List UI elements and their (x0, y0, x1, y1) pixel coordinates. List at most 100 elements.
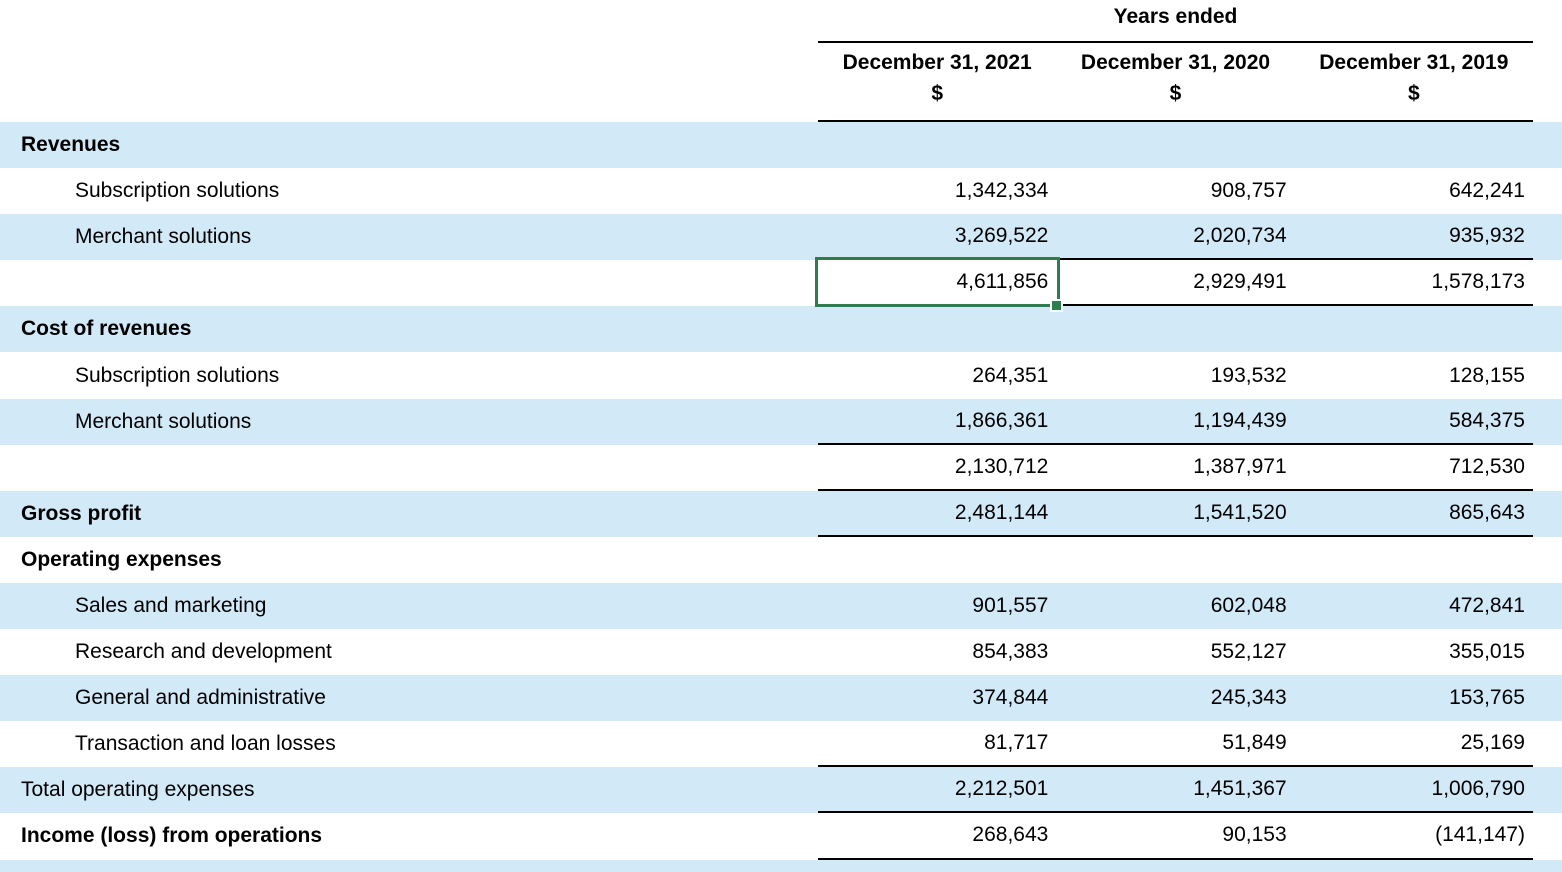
column-header: December 31, 2019 $ (1295, 43, 1533, 120)
value-cell[interactable]: 25,169 (1460, 731, 1525, 755)
column-header: December 31, 2020 $ (1056, 43, 1294, 120)
value-cell[interactable]: 935,932 (1449, 224, 1525, 248)
value-cell[interactable]: (141,147) (1435, 823, 1525, 847)
row-label: Subscription solutions (75, 179, 280, 203)
row-label: Transaction and loan losses (75, 732, 336, 756)
row-label: General and administrative (75, 686, 326, 710)
table-row: 4,611,856 2,929,491 1,578,173 (0, 260, 1562, 307)
value-cell[interactable]: 1,451,367 (1193, 777, 1287, 801)
value-cell[interactable]: 642,241 (1449, 179, 1525, 203)
column-date-label: December 31, 2020 (1080, 51, 1271, 74)
column-date-label: December 31, 2021 (842, 51, 1032, 74)
value-cell[interactable]: 355,015 (1449, 640, 1525, 664)
row-values: 264,351 193,532 128,155 (818, 352, 1533, 398)
row-values: 268,643 90,153 (141,147) (818, 813, 1533, 860)
row-values: 854,383 552,127 355,015 (818, 629, 1533, 675)
value-cell[interactable]: 90,153 (1222, 823, 1287, 847)
value-cell[interactable]: 51,849 (1222, 731, 1287, 755)
table-row: Research and development 854,383 552,127 35… (0, 629, 1562, 676)
value-cell[interactable]: 552,127 (1210, 640, 1287, 664)
value-cell[interactable]: 245,343 (1210, 686, 1287, 710)
value-cell[interactable]: 1,387,971 (1193, 454, 1287, 478)
value-cell[interactable]: 153,765 (1449, 686, 1525, 710)
value-cell[interactable]: 2,481,144 (954, 500, 1049, 524)
table-row: Subscription solutions 264,351 193,532 128,… (0, 352, 1562, 399)
value-cell[interactable]: 374,844 (972, 686, 1049, 710)
row-label: Cost of revenues (21, 317, 192, 341)
row-label: Gross profit (21, 501, 142, 525)
value-cell[interactable]: 3,269,522 (954, 224, 1049, 248)
table-row: Cost of revenues (0, 306, 1562, 353)
table-row: Income (loss) from operations 268,643 90,1… (0, 813, 1562, 860)
value-cell[interactable]: 128,155 (1449, 363, 1525, 387)
years-ended-title: Years ended (818, 0, 1533, 43)
row-label: Total operating expenses (21, 778, 255, 802)
table-row: General and administrative 374,844 245,343… (0, 675, 1562, 722)
row-values: 374,844 245,343 153,765 (818, 675, 1533, 721)
partial-bottom-row (0, 859, 1562, 872)
value-cell[interactable]: 1,006,790 (1431, 777, 1525, 801)
row-label: Revenues (21, 133, 121, 157)
table-row: Merchant solutions 3,269,522 2,020,734 935,… (0, 214, 1562, 261)
value-cell[interactable]: 854,383 (972, 640, 1049, 664)
value-cell[interactable]: 2,020,734 (1193, 224, 1287, 248)
value-cell[interactable]: 1,866,361 (954, 408, 1049, 432)
selected-cell-outline[interactable] (815, 257, 1063, 312)
row-label: Merchant solutions (75, 225, 252, 249)
value-cell[interactable]: 81,717 (984, 731, 1049, 755)
row-label: Research and development (75, 640, 332, 664)
value-cell[interactable]: 268,643 (972, 823, 1049, 847)
column-header: December 31, 2021 $ (818, 43, 1056, 120)
row-values: 1,342,334 908,757 642,241 (818, 168, 1533, 214)
value-cell[interactable]: 712,530 (1449, 454, 1525, 478)
row-values (818, 537, 1533, 583)
currency-symbol: $ (1407, 82, 1420, 105)
row-label: Sales and marketing (75, 593, 267, 617)
value-cell[interactable]: 602,048 (1210, 593, 1287, 617)
value-cell[interactable]: 865,643 (1449, 500, 1525, 524)
row-label: Merchant solutions (75, 409, 252, 433)
value-cell[interactable]: 2,212,501 (954, 777, 1049, 801)
table-header: Years ended December 31, 2021 $ December 3… (0, 0, 1562, 122)
value-cell[interactable]: 1,342,334 (954, 179, 1049, 203)
value-cell[interactable]: 472,841 (1449, 593, 1525, 617)
currency-symbol: $ (1169, 82, 1182, 105)
value-cell[interactable]: 908,757 (1210, 179, 1287, 203)
value-cell[interactable]: 901,557 (972, 593, 1049, 617)
row-values: 2,130,712 1,387,971 712,530 (818, 445, 1533, 491)
value-cell[interactable]: 1,578,173 (1431, 270, 1525, 294)
table-row: Total operating expenses 2,212,501 1,451,3… (0, 767, 1562, 814)
table-row: Subscription solutions 1,342,334 908,757 64… (0, 168, 1562, 215)
row-values: 901,557 602,048 472,841 (818, 583, 1533, 629)
table-row: Merchant solutions 1,866,361 1,194,439 584,… (0, 398, 1562, 445)
row-values: 81,717 51,849 25,169 (818, 721, 1533, 768)
table-row: Transaction and loan losses 81,717 51,849 2… (0, 721, 1562, 768)
row-values (818, 306, 1533, 352)
fill-handle[interactable] (1050, 299, 1063, 312)
table-body: Revenues Subscription solutions 1,342,334 9… (0, 122, 1562, 860)
table-row: Operating expenses (0, 536, 1562, 583)
row-values: 3,269,522 2,020,734 935,932 (818, 214, 1533, 261)
table-row: Revenues (0, 122, 1562, 169)
value-cell[interactable]: 4,611,856 (956, 270, 1049, 294)
row-values: 2,212,501 1,451,367 1,006,790 (818, 767, 1533, 814)
column-headers: December 31, 2021 $ December 31, 2020 $ Dece… (818, 43, 1533, 122)
value-cell[interactable]: 193,532 (1210, 363, 1287, 387)
value-cell[interactable]: 2,130,712 (954, 454, 1049, 478)
table-row: Sales and marketing 901,557 602,048 472,841 (0, 582, 1562, 630)
row-values: 1,866,361 1,194,439 584,375 (818, 399, 1533, 445)
row-label: Subscription solutions (75, 363, 280, 387)
row-label (0, 260, 818, 306)
table-row: 2,130,712 1,387,971 712,530 (0, 444, 1562, 491)
column-date-label: December 31, 2019 (1319, 51, 1509, 74)
value-cell[interactable]: 1,194,439 (1193, 408, 1287, 432)
value-cell[interactable]: 264,351 (972, 363, 1049, 387)
header-columns-area: Years ended December 31, 2021 $ December 3… (818, 0, 1533, 122)
row-label (0, 445, 818, 491)
value-cell[interactable]: 2,929,491 (1193, 270, 1287, 294)
row-label: Income (loss) from operations (21, 824, 323, 848)
row-label: Operating expenses (21, 547, 222, 571)
value-cell[interactable]: 584,375 (1449, 408, 1525, 432)
value-cell[interactable]: 1,541,520 (1193, 500, 1287, 524)
